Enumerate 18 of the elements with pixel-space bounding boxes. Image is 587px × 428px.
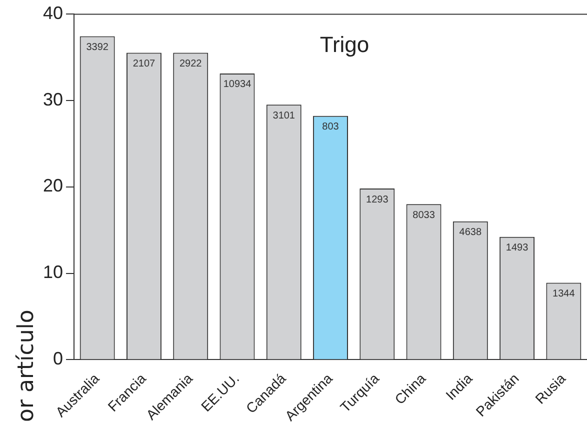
annotation: 1344 (552, 288, 576, 300)
y-tick-label: 30 (42, 89, 64, 110)
annotation: 3392 (86, 42, 109, 54)
annotation: 8033 (412, 210, 436, 221)
annotation: 2107 (132, 58, 156, 70)
annotation: 803 (322, 122, 340, 133)
y-tick-label: 40 (42, 2, 64, 23)
annotation: 2922 (179, 58, 202, 70)
y-tick-label: 0 (53, 348, 64, 369)
y-tick-label: 20 (42, 176, 64, 196)
annotation: 10934 (223, 79, 252, 90)
annotation: 4638 (459, 227, 482, 238)
y-tick-label: 10 (42, 262, 64, 282)
annotation: 1493 (506, 242, 529, 254)
y-axis-title: or artículo (14, 310, 39, 422)
text: Trigo (320, 32, 370, 57)
annotation: 3101 (272, 110, 296, 122)
annotation: 1293 (366, 194, 389, 206)
